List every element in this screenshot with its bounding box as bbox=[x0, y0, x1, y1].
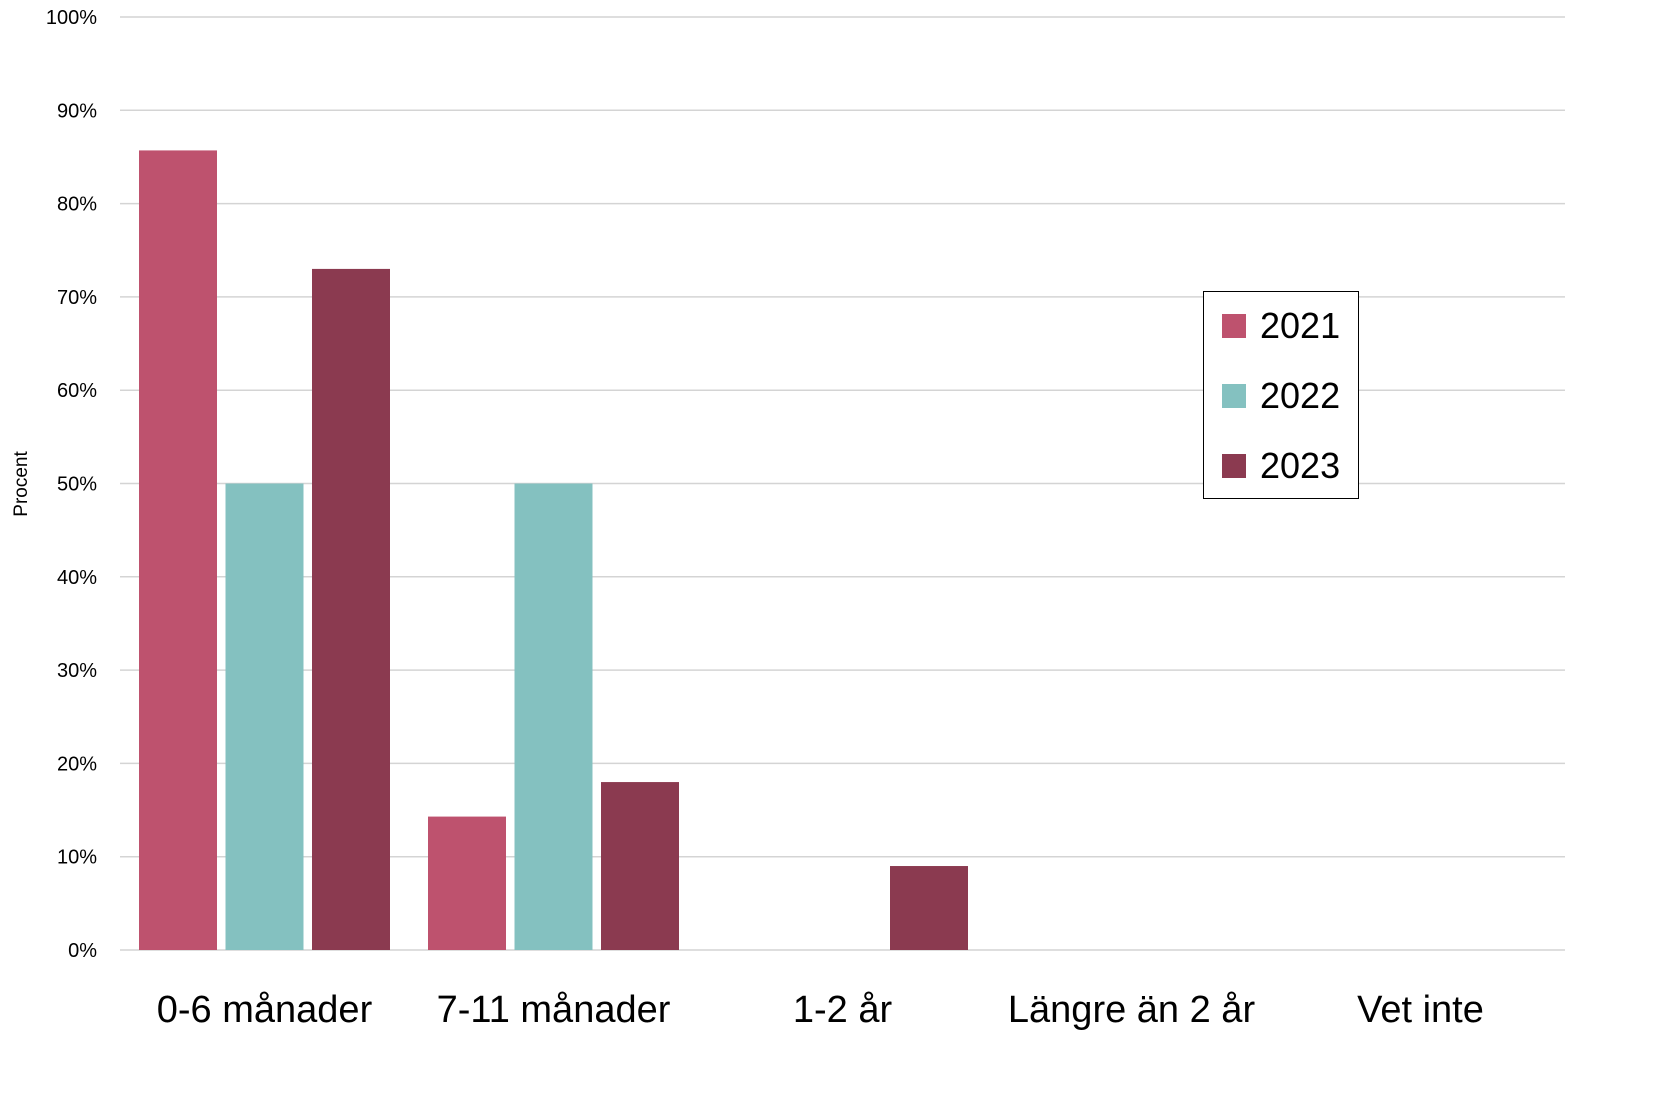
legend: 2021 2022 2023 bbox=[1203, 291, 1359, 499]
y-tick-label: 80% bbox=[57, 194, 97, 216]
legend-label: 2023 bbox=[1260, 445, 1341, 486]
bars bbox=[139, 150, 968, 950]
category-label: 7-11 månader bbox=[437, 989, 671, 1031]
legend-label: 2021 bbox=[1260, 305, 1341, 346]
category-label: Längre än 2 år bbox=[1008, 989, 1256, 1031]
legend-item: 2021 bbox=[1222, 306, 1340, 346]
y-tick-label: 70% bbox=[57, 287, 97, 309]
y-tick-label: 10% bbox=[57, 847, 97, 869]
legend-swatch bbox=[1222, 454, 1246, 478]
legend-item: 2023 bbox=[1222, 446, 1340, 486]
bar-2023-2 bbox=[890, 866, 968, 950]
bar-2021-0 bbox=[139, 150, 217, 950]
bar-2021-1 bbox=[428, 816, 506, 950]
y-tick-label: 90% bbox=[57, 100, 97, 122]
bar-2023-1 bbox=[601, 782, 679, 950]
bar-2022-0 bbox=[225, 483, 304, 950]
y-tick-label: 30% bbox=[57, 660, 97, 682]
category-label: Vet inte bbox=[1357, 989, 1484, 1031]
legend-swatch bbox=[1222, 384, 1246, 408]
y-tick-label: 20% bbox=[57, 753, 97, 775]
legend-swatch bbox=[1222, 314, 1246, 338]
y-tick-label: 40% bbox=[57, 567, 97, 589]
y-tick-label: 100% bbox=[46, 7, 97, 29]
category-label: 1-2 år bbox=[793, 989, 893, 1031]
category-labels: 0-6 månader 7-11 månader 1-2 år Längre än 2… bbox=[157, 989, 1484, 1031]
y-tick-label: 50% bbox=[57, 474, 97, 496]
bar-2023-0 bbox=[312, 268, 390, 950]
y-axis-title: Procent bbox=[11, 451, 32, 517]
y-tick-labels: 0% 10% 20% 30% 40% 50% 60% 70% 80% 90% 100% bbox=[46, 7, 97, 962]
y-tick-label: 0% bbox=[68, 940, 97, 962]
y-tick-label: 60% bbox=[57, 380, 97, 402]
legend-label: 2022 bbox=[1260, 375, 1341, 416]
legend-item: 2022 bbox=[1222, 376, 1340, 416]
category-label: 0-6 månader bbox=[157, 989, 373, 1031]
bar-2022-1 bbox=[514, 483, 593, 950]
